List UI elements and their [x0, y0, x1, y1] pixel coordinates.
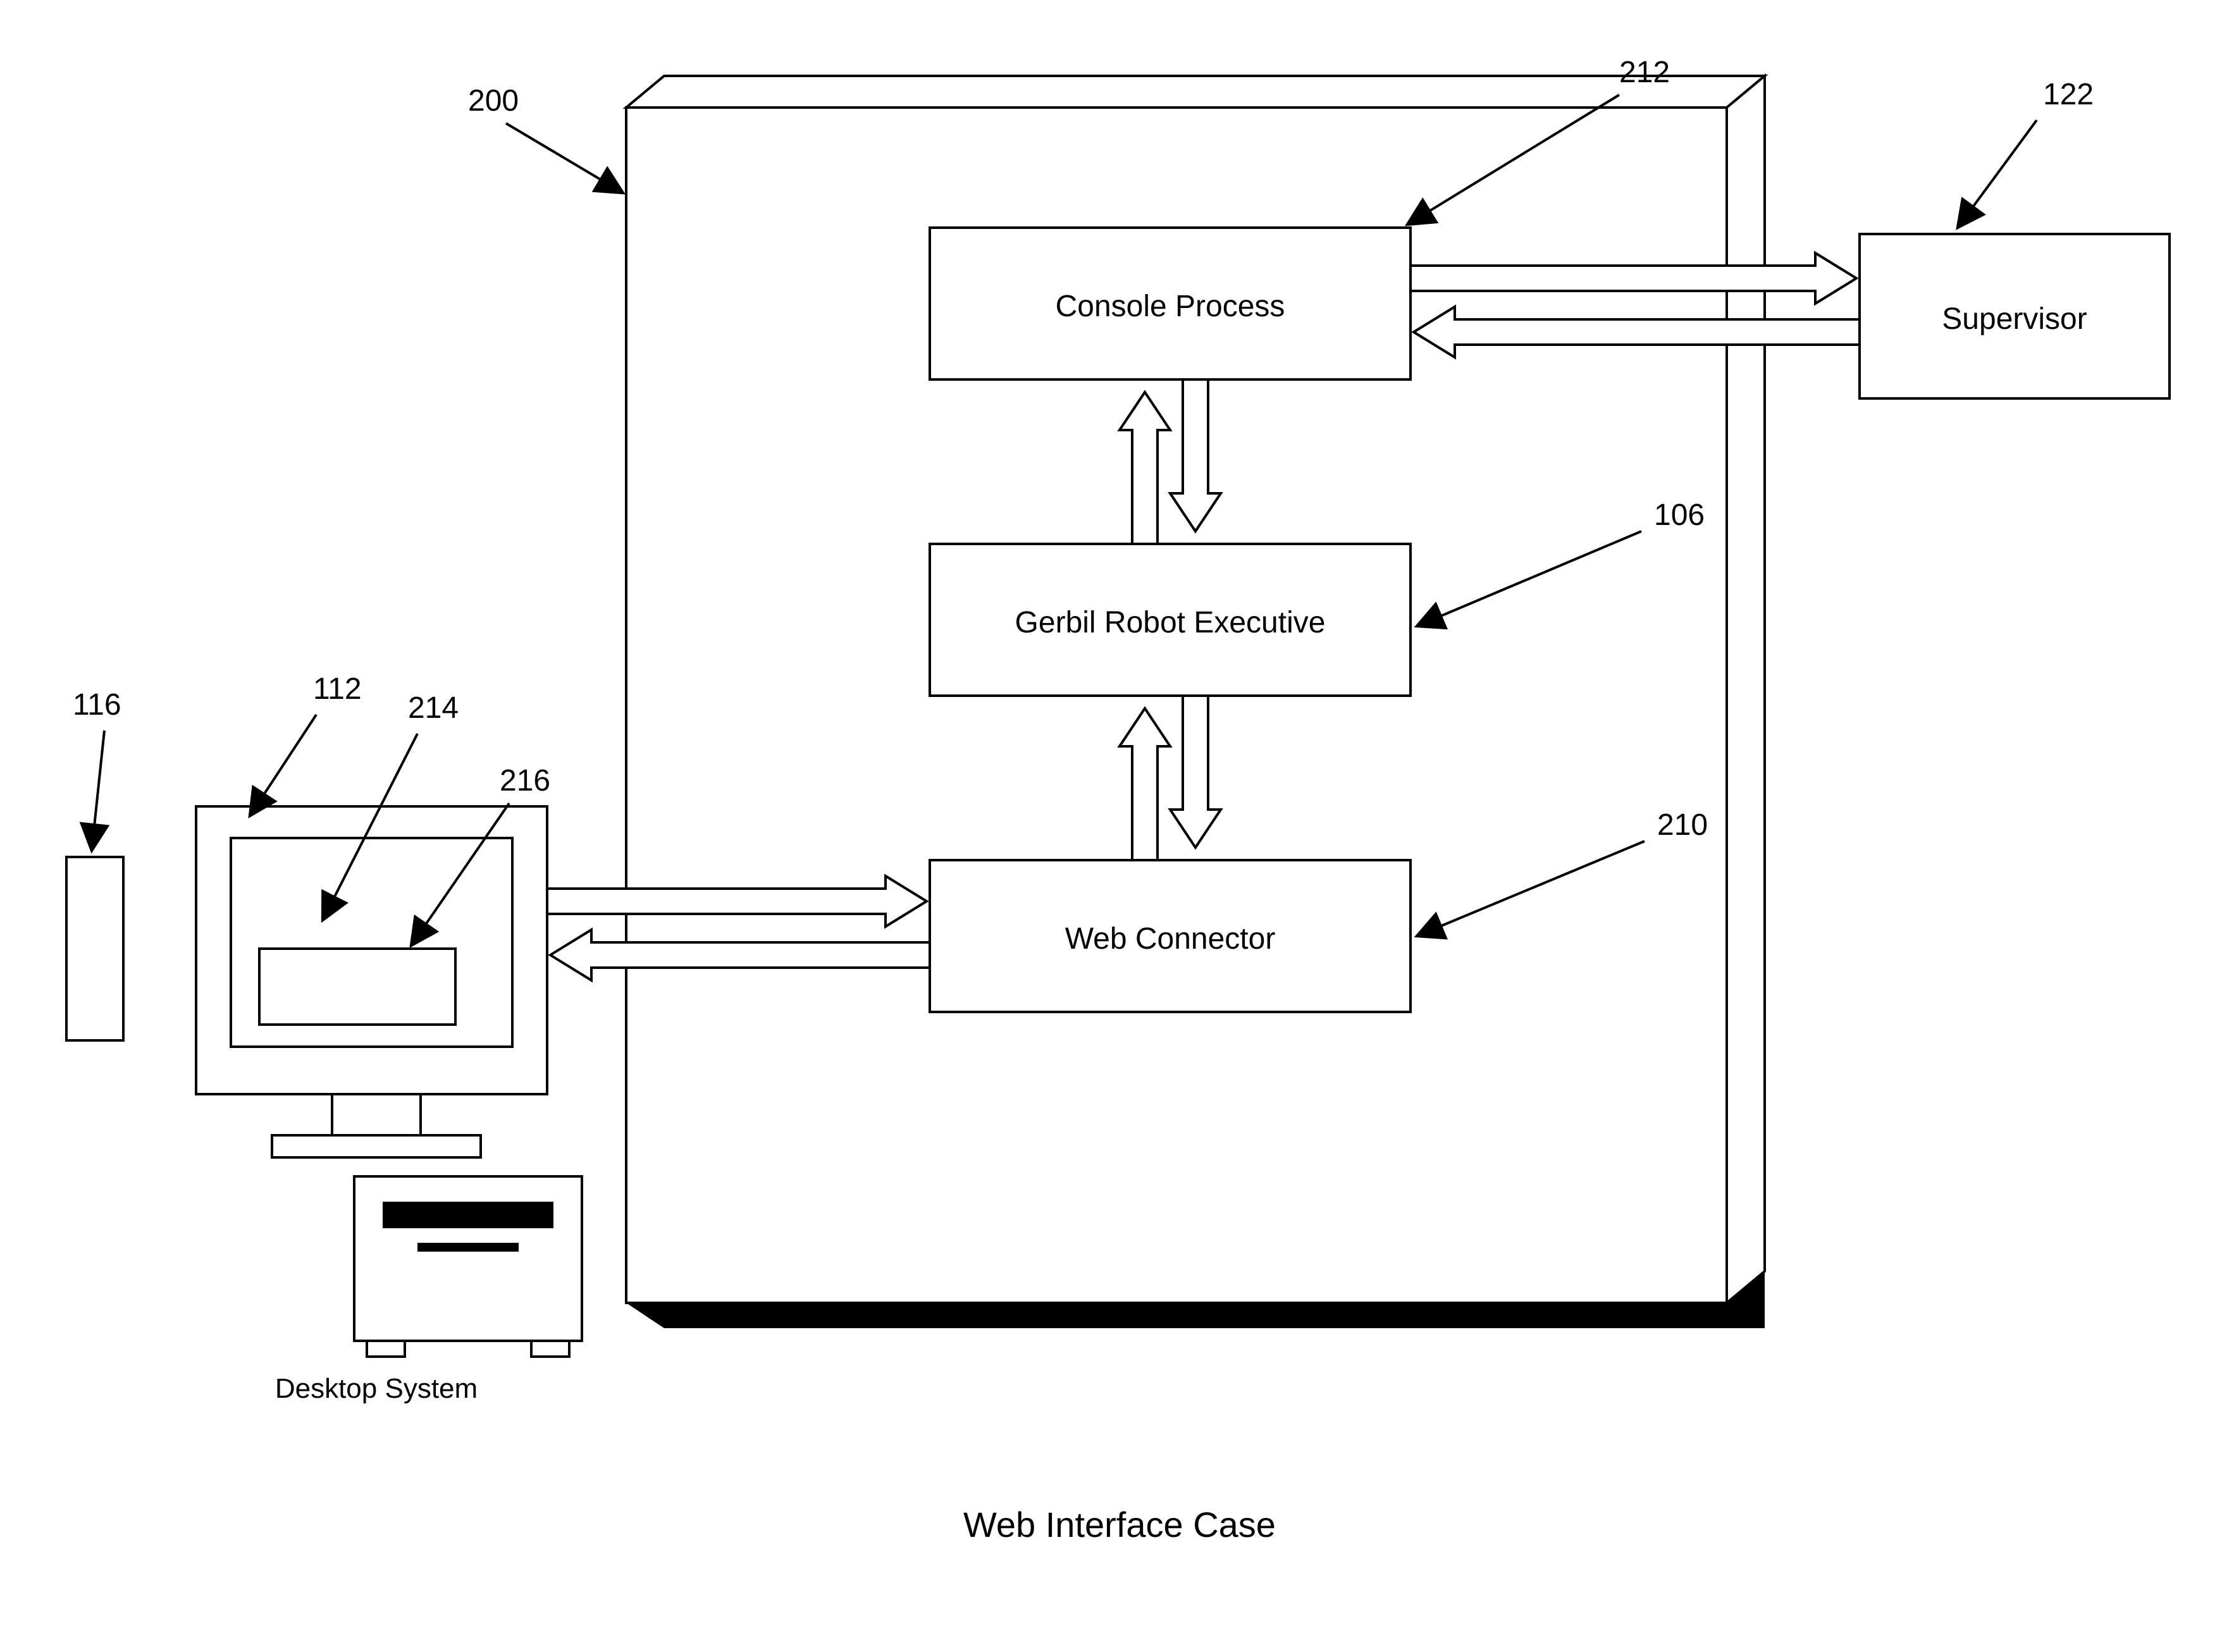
ref-212: 212 [1619, 56, 1670, 89]
gerbil-robot-executive-label: Gerbil Robot Executive [1015, 606, 1326, 639]
side-box [66, 857, 123, 1040]
ref-214: 214 [408, 691, 459, 725]
ref-200: 200 [468, 84, 519, 118]
desktop-system-label: Desktop System [275, 1373, 478, 1404]
supervisor-label: Supervisor [1942, 302, 2087, 336]
web-connector-label: Web Connector [1065, 922, 1276, 956]
ref-210: 210 [1657, 808, 1708, 842]
desktop-system: Desktop System [196, 806, 582, 1404]
ref-112: 112 [313, 672, 362, 706]
supervisor-box: Supervisor [1860, 234, 2170, 398]
web-connector-box: Web Connector [930, 860, 1410, 1012]
callout-arrow-200 [506, 123, 623, 193]
callout-arrow-112 [250, 715, 316, 816]
ref-106: 106 [1654, 498, 1705, 532]
console-process-label: Console Process [1056, 290, 1285, 323]
console-process-box: Console Process [930, 228, 1410, 379]
callout-arrow-122 [1958, 120, 2037, 228]
ref-216: 216 [500, 764, 550, 798]
diagram-title: Web Interface Case [963, 1505, 1276, 1544]
ref-122: 122 [2043, 78, 2094, 111]
callout-arrow-116 [92, 730, 104, 851]
gerbil-robot-executive-box: Gerbil Robot Executive [930, 544, 1410, 696]
ref-116: 116 [73, 688, 121, 722]
